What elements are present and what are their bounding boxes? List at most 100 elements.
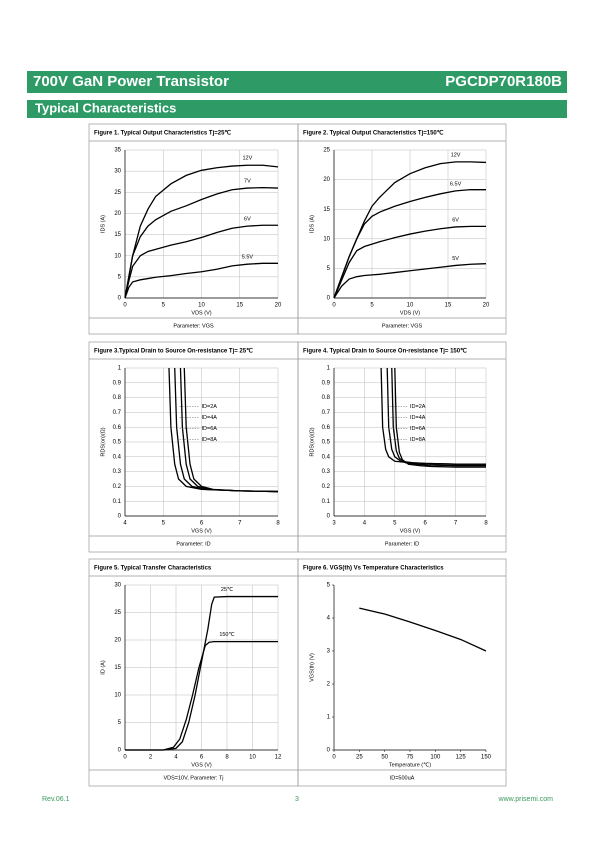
legend-label: ID=2A	[410, 404, 426, 410]
y-tick-label: 3	[327, 649, 331, 655]
y-tick-label: 0.4	[113, 454, 122, 460]
y-tick-label: 0	[118, 514, 122, 520]
x-tick-label: 0	[332, 755, 336, 761]
y-tick-label: 20	[323, 177, 330, 183]
x-tick-label: 12	[275, 755, 282, 761]
x-tick-label: 5	[393, 521, 397, 527]
y-tick-label: 10	[114, 693, 121, 699]
revision: Rev.06.1	[42, 796, 70, 803]
x-tick-label: 4	[174, 755, 178, 761]
data-line	[386, 367, 486, 465]
data-line	[125, 641, 278, 751]
y-tick-label: 0.4	[322, 454, 331, 460]
legend-label: ID=4A	[202, 415, 218, 421]
y-tick-label: 15	[114, 232, 121, 238]
x-tick-label: 15	[236, 303, 243, 309]
y-tick-label: 25	[114, 190, 121, 196]
data-line	[174, 367, 279, 493]
y-tick-label: 25	[114, 610, 121, 616]
x-axis-label: VGS (V)	[191, 762, 212, 768]
x-tick-label: 0	[332, 303, 336, 309]
legend-label: ID=6A	[202, 426, 218, 432]
x-tick-label: 6	[424, 521, 428, 527]
figure-title: Figure 4. Typical Drain to Source On-res…	[303, 348, 467, 355]
figure-title: Figure 2. Typical Output Characteristics…	[303, 130, 444, 137]
y-tick-label: 0.5	[322, 440, 331, 446]
line-label: 6V	[452, 217, 459, 223]
data-line	[333, 225, 486, 299]
legend-label: ID=6A	[410, 426, 426, 432]
y-tick-label: 2	[327, 682, 331, 688]
y-tick-label: 4	[327, 616, 331, 622]
x-tick-label: 25	[356, 755, 363, 761]
figure-title: Figure 1. Typical Output Characteristics…	[94, 130, 231, 137]
website: www.prisemi.com	[498, 796, 554, 803]
x-tick-label: 6	[200, 755, 204, 761]
figure-note: VDS=10V, Parameter: Tj	[163, 775, 223, 781]
section-title: Typical Characteristics	[35, 100, 176, 115]
y-tick-label: 0.8	[322, 395, 331, 401]
y-tick-label: 0	[327, 296, 331, 302]
y-tick-label: 30	[114, 169, 121, 175]
x-axis-label: VGS (V)	[400, 528, 421, 534]
x-tick-label: 5	[162, 303, 166, 309]
x-tick-label: 125	[456, 755, 467, 761]
data-line	[124, 224, 278, 299]
figure-title: Figure 6. VGS(th) Vs Temperature Charact…	[303, 566, 444, 572]
y-tick-label: 0.8	[113, 395, 122, 401]
y-axis-label: RDS(on)(Ω)	[100, 427, 106, 456]
y-tick-label: 0.1	[113, 499, 122, 505]
x-tick-label: 10	[198, 303, 205, 309]
data-line	[183, 367, 279, 493]
figure-note: Parameter: ID	[385, 541, 419, 547]
x-tick-label: 8	[225, 755, 229, 761]
y-tick-label: 0.2	[322, 484, 331, 490]
x-tick-label: 10	[407, 303, 414, 309]
y-tick-label: 0	[118, 296, 122, 302]
y-tick-label: 0.2	[113, 484, 122, 490]
data-line	[124, 186, 279, 299]
data-line	[333, 189, 486, 299]
x-tick-label: 0	[123, 303, 127, 309]
x-tick-label: 5	[370, 303, 374, 309]
figure-frame	[297, 123, 507, 335]
data-line	[333, 263, 487, 299]
x-tick-label: 7	[454, 521, 458, 527]
y-tick-label: 0.3	[322, 469, 331, 475]
y-tick-label: 20	[114, 211, 121, 217]
y-tick-label: 0.3	[113, 469, 122, 475]
y-tick-label: 0.9	[322, 380, 331, 386]
figure-note: Parameter: VGS	[173, 323, 214, 329]
x-tick-label: 75	[407, 755, 414, 761]
line-label: 6V	[244, 217, 251, 223]
legend-label: ID=8A	[202, 437, 218, 443]
y-axis-label: ID (A)	[100, 660, 106, 675]
data-line	[124, 164, 279, 299]
y-axis-label: VGS(th) (V)	[309, 653, 315, 682]
y-tick-label: 0	[327, 748, 331, 754]
y-tick-label: 0.7	[322, 410, 331, 416]
figure-note: Parameter: ID	[176, 541, 210, 547]
page-number: 3	[295, 796, 299, 803]
y-tick-label: 0.1	[322, 499, 331, 505]
data-line	[359, 607, 487, 652]
line-label: 150℃	[219, 632, 235, 638]
y-tick-label: 10	[323, 236, 330, 242]
x-tick-label: 5	[162, 521, 166, 527]
y-tick-label: 10	[114, 253, 121, 259]
y-tick-label: 35	[114, 148, 121, 154]
x-tick-label: 3	[332, 521, 336, 527]
y-tick-label: 1	[327, 366, 331, 372]
y-tick-label: 25	[323, 148, 330, 154]
data-line	[380, 367, 486, 465]
x-tick-label: 7	[238, 521, 242, 527]
y-tick-label: 15	[114, 665, 121, 671]
y-tick-label: 0.6	[113, 425, 122, 431]
y-tick-label: 1	[327, 715, 331, 721]
y-tick-label: 5	[327, 583, 331, 589]
y-tick-label: 0.9	[113, 380, 122, 386]
figure-frame	[88, 123, 299, 335]
data-line	[394, 367, 486, 468]
